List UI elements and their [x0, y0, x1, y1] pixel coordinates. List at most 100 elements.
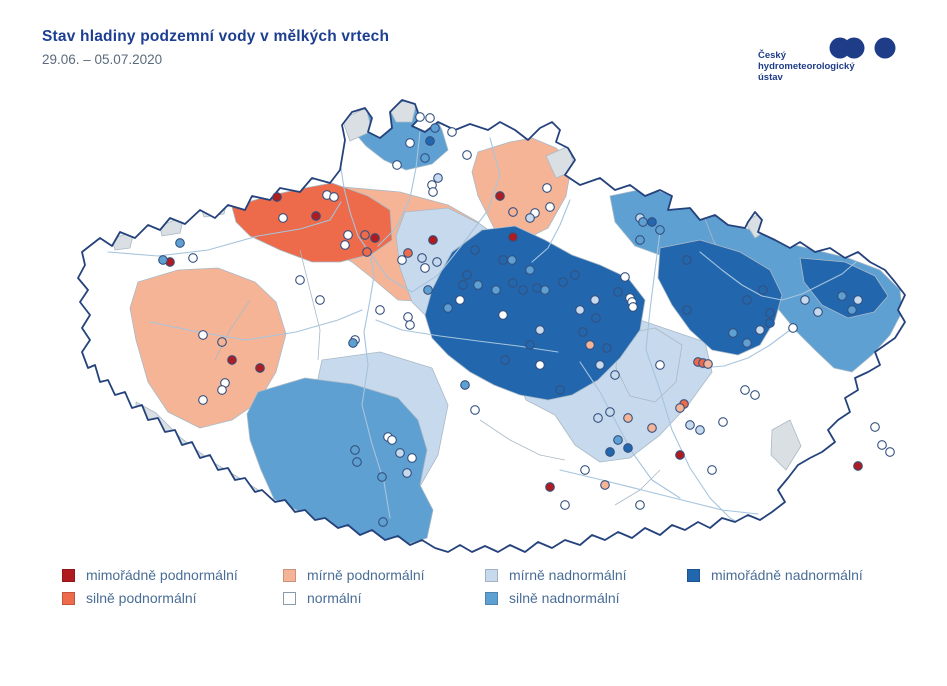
- well-dot: [420, 263, 430, 273]
- river-line: [337, 137, 501, 293]
- well-dot: [387, 435, 397, 445]
- well-dot: [348, 338, 358, 348]
- well-dot: [525, 340, 535, 350]
- well-dot: [591, 313, 601, 323]
- river-line: [531, 199, 571, 263]
- well-dot: [765, 308, 775, 318]
- legend-label: mírně nadnormální: [509, 567, 627, 583]
- legend-swatch-silne-podnormalni: [62, 591, 75, 605]
- river-line: [579, 361, 681, 499]
- well-dot: [428, 187, 438, 197]
- well-dot: [375, 305, 385, 315]
- well-dot: [175, 238, 185, 248]
- well-dot: [417, 253, 427, 263]
- well-dot: [585, 340, 595, 350]
- well-dot: [558, 277, 568, 287]
- river-line: [645, 231, 749, 529]
- well-dot: [470, 245, 480, 255]
- well-dot: [695, 425, 705, 435]
- well-dot: [853, 461, 863, 471]
- well-dot: [742, 338, 752, 348]
- river-line: [375, 319, 559, 353]
- well-dot: [623, 413, 633, 423]
- well-dot: [605, 407, 615, 417]
- well-dot: [425, 113, 435, 123]
- basin-region-povodi-odra: [657, 239, 783, 356]
- legend-col-3: mírně nadnormální silně nadnormální: [485, 567, 627, 614]
- well-dots: [158, 112, 895, 527]
- well-dot: [433, 173, 443, 183]
- well-dot: [508, 278, 518, 288]
- well-dot: [518, 285, 528, 295]
- well-dot: [198, 395, 208, 405]
- river-line: [559, 469, 759, 515]
- river-line: [149, 309, 363, 341]
- well-dot: [462, 150, 472, 160]
- country-border: [77, 99, 906, 553]
- well-dot: [473, 280, 483, 290]
- well-dot: [613, 435, 623, 445]
- legend-label: mimořádně nadnormální: [711, 567, 863, 583]
- well-dot: [847, 305, 857, 315]
- well-dot: [578, 327, 588, 337]
- legend-label: normální: [307, 590, 362, 606]
- well-dot: [352, 457, 362, 467]
- well-dot: [508, 207, 518, 217]
- well-dot: [470, 405, 480, 415]
- page-title: Stav hladiny podzemní vody v mělkých vrt…: [42, 28, 390, 45]
- legend-swatch-mimoradne-podnormalni: [62, 568, 75, 582]
- well-dot: [685, 420, 695, 430]
- well-dot: [455, 295, 465, 305]
- well-dot: [682, 305, 692, 315]
- well-dot: [545, 202, 555, 212]
- well-dot: [647, 217, 657, 227]
- well-dot: [255, 363, 265, 373]
- basin-region-uzemi-mimo-a: [199, 195, 229, 218]
- well-dot: [498, 310, 508, 320]
- well-dot: [728, 328, 738, 338]
- well-dot: [370, 233, 380, 243]
- well-dot: [278, 213, 288, 223]
- legend-item: silně podnormální: [62, 590, 238, 606]
- well-dot: [403, 312, 413, 322]
- legend-col-1: mimořádně podnormální silně podnormální: [62, 567, 238, 614]
- well-dot: [740, 385, 750, 395]
- river-line: [361, 257, 391, 519]
- well-dot: [158, 255, 168, 265]
- well-dot: [675, 450, 685, 460]
- legend-swatch-mirne-podnormalni: [283, 568, 296, 582]
- well-dot: [555, 385, 565, 395]
- well-dot: [428, 235, 438, 245]
- well-dot: [870, 422, 880, 432]
- legend-swatch-mimoradne-nadnormalni: [687, 568, 700, 582]
- chmi-logo-icon: [829, 37, 896, 59]
- well-dot: [377, 472, 387, 482]
- well-dot: [600, 480, 610, 490]
- well-dot: [272, 192, 282, 202]
- well-dot: [590, 295, 600, 305]
- well-dot: [198, 330, 208, 340]
- well-dot: [340, 240, 350, 250]
- well-dot: [423, 285, 433, 295]
- well-dot: [405, 138, 415, 148]
- legend-label: mírně podnormální: [307, 567, 425, 583]
- basin-region-povodi-ohre: [231, 182, 393, 263]
- well-dot: [758, 285, 768, 295]
- well-dot: [217, 385, 227, 395]
- well-dot: [458, 280, 468, 290]
- well-dot: [707, 465, 717, 475]
- river-line: [377, 131, 421, 247]
- well-dot: [508, 232, 518, 242]
- well-dot: [635, 500, 645, 510]
- date-range: 29.06. – 05.07.2020: [42, 52, 163, 67]
- well-dot: [613, 287, 623, 297]
- well-dot: [311, 211, 321, 221]
- well-dot: [315, 295, 325, 305]
- legend-label: silně nadnormální: [509, 590, 620, 606]
- legend-item: mimořádně podnormální: [62, 567, 238, 583]
- well-dot: [407, 453, 417, 463]
- legend-swatch-normalni: [283, 591, 296, 605]
- well-dot: [460, 380, 470, 390]
- well-dot: [885, 447, 895, 457]
- well-dot: [623, 443, 633, 453]
